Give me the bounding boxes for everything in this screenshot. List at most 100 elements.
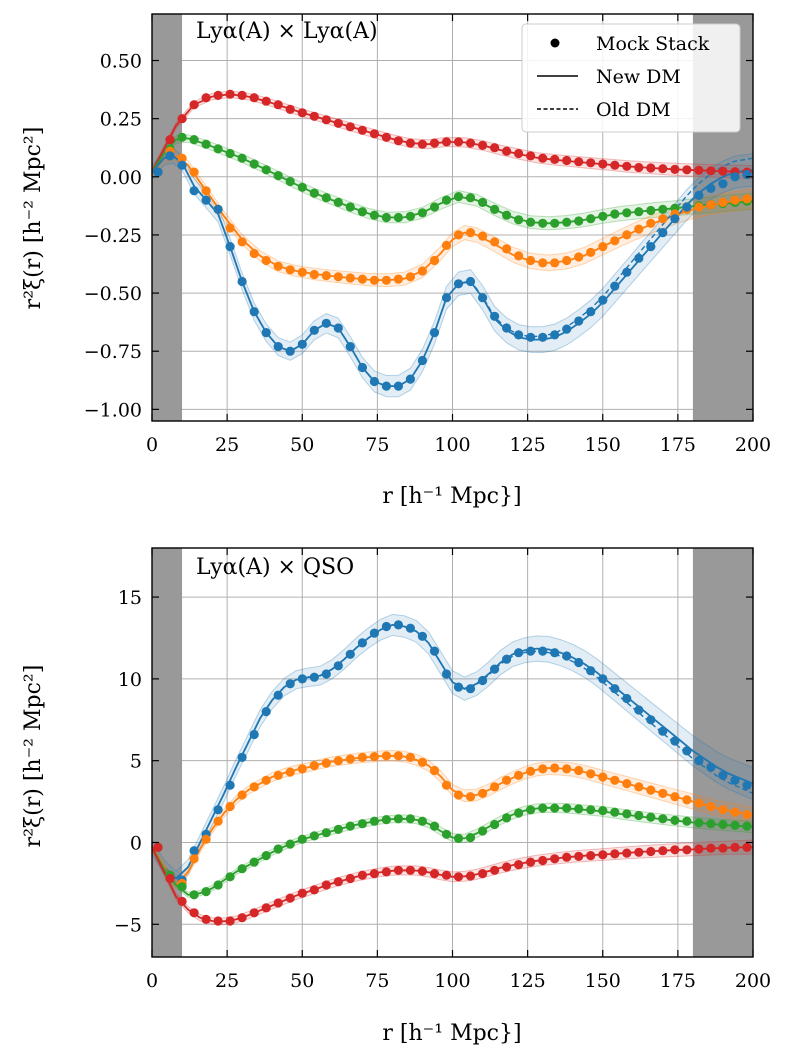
top-mock-point-blue bbox=[550, 330, 560, 340]
bottom-mock-point-blue bbox=[345, 649, 355, 659]
top-mock-point-green bbox=[273, 171, 283, 181]
top-mock-point-blue bbox=[718, 179, 728, 189]
top-mock-point-green bbox=[261, 165, 271, 175]
bottom-mock-point-red bbox=[718, 843, 728, 853]
bottom-mock-point-red bbox=[357, 870, 367, 880]
top-mock-point-green bbox=[249, 159, 259, 169]
bottom-mock-point-blue bbox=[465, 684, 476, 694]
top-mock-point-green bbox=[465, 193, 476, 203]
bottom-mock-point-green bbox=[309, 831, 319, 841]
top-mock-point-green bbox=[369, 210, 379, 220]
top-mock-point-green bbox=[634, 207, 644, 217]
bottom-mock-point-orange bbox=[297, 764, 307, 774]
bottom-mock-point-orange bbox=[514, 770, 524, 781]
top-mock-point-orange bbox=[321, 271, 331, 281]
top-mock-point-orange bbox=[261, 255, 271, 266]
bottom-mock-point-blue bbox=[321, 669, 331, 679]
bottom-mock-point-green bbox=[285, 839, 295, 849]
bottom-mock-point-red bbox=[622, 848, 632, 858]
bottom-mock-point-green bbox=[273, 844, 283, 854]
bottom-mock-point-blue bbox=[574, 657, 584, 668]
bottom-mock-point-orange bbox=[381, 751, 391, 761]
bottom-mock-point-blue bbox=[297, 674, 307, 684]
bottom-mock-point-orange bbox=[610, 775, 620, 785]
top-mock-point-orange bbox=[225, 223, 235, 233]
bottom-mock-point-red bbox=[478, 869, 488, 879]
top-mock-point-green bbox=[357, 207, 367, 217]
top-y-tick-label: −0.50 bbox=[84, 283, 142, 305]
top-mock-point-red bbox=[598, 159, 608, 169]
bottom-mock-point-orange bbox=[502, 775, 512, 785]
bottom-mock-point-orange bbox=[321, 758, 331, 768]
bottom-mock-point-orange bbox=[586, 769, 596, 779]
top-new-dm-line-green bbox=[151, 137, 754, 225]
top-mock-point-red bbox=[369, 129, 379, 139]
top-mock-point-blue bbox=[417, 355, 427, 366]
top-x-tick-label: 125 bbox=[509, 434, 545, 456]
top-mock-point-green bbox=[646, 205, 656, 216]
top-mock-point-green bbox=[297, 182, 307, 192]
top-x-tick-label: 175 bbox=[660, 434, 696, 456]
top-mock-point-green bbox=[478, 197, 488, 207]
top-mock-point-blue bbox=[610, 281, 620, 291]
top-mock-point-green bbox=[598, 211, 608, 221]
top-mock-point-blue bbox=[694, 190, 704, 200]
top-mock-point-blue bbox=[742, 169, 752, 180]
top-x-tick-label: 100 bbox=[434, 434, 470, 456]
top-mock-point-blue bbox=[465, 276, 476, 287]
top-mock-point-red bbox=[213, 90, 223, 100]
bottom-mock-point-green bbox=[177, 882, 187, 892]
top-y-tick-label: −0.25 bbox=[84, 225, 142, 247]
bottom-mock-point-green bbox=[201, 887, 211, 897]
bottom-mock-point-orange bbox=[526, 766, 536, 776]
top-mock-point-red bbox=[658, 164, 668, 174]
bottom-shaded-region-1 bbox=[692, 548, 753, 957]
legend-label-mock-stack: Mock Stack bbox=[596, 33, 710, 55]
top-mock-point-orange bbox=[393, 274, 403, 284]
top-mock-point-green bbox=[393, 212, 403, 223]
top-mock-point-orange bbox=[405, 272, 415, 282]
top-mock-point-blue bbox=[333, 323, 343, 333]
top-x-tick-label: 0 bbox=[146, 434, 158, 456]
top-mock-point-green bbox=[538, 218, 548, 228]
legend: Mock Stack New DM Old DM bbox=[521, 23, 741, 133]
top-mock-point-red bbox=[309, 111, 319, 121]
top-x-tick-label: 150 bbox=[585, 434, 621, 456]
top-mock-point-orange bbox=[201, 186, 211, 196]
bottom-mock-point-orange bbox=[574, 765, 584, 776]
top-mock-point-blue bbox=[634, 253, 644, 263]
bottom-mock-point-green bbox=[249, 857, 259, 867]
top-mock-point-blue bbox=[213, 204, 223, 214]
top-mock-point-green bbox=[213, 144, 223, 154]
bottom-mock-point-orange bbox=[453, 790, 464, 800]
bottom-mock-point-red bbox=[249, 908, 259, 918]
bottom-mock-point-orange bbox=[345, 754, 355, 764]
top-mock-point-blue bbox=[598, 295, 608, 305]
bottom-mock-point-red bbox=[538, 855, 548, 866]
top-mock-point-red bbox=[550, 154, 560, 164]
bottom-y-tick-label: 0 bbox=[130, 832, 142, 854]
top-mock-point-red bbox=[465, 138, 476, 148]
top-mock-point-green bbox=[309, 188, 319, 198]
bottom-mock-point-orange bbox=[261, 775, 271, 785]
bottom-mock-point-red bbox=[273, 898, 283, 908]
bottom-mock-point-red bbox=[429, 869, 440, 879]
top-mock-point-blue bbox=[273, 342, 283, 352]
bottom-mock-point-blue bbox=[333, 661, 343, 671]
top-mock-point-orange bbox=[369, 275, 379, 285]
top-y-tick-label: 0.50 bbox=[100, 51, 142, 73]
top-mock-point-blue bbox=[622, 267, 632, 277]
bottom-mock-point-red bbox=[694, 844, 704, 854]
top-mock-point-orange bbox=[694, 202, 704, 212]
top-mock-point-green bbox=[321, 193, 331, 203]
bottom-mock-point-green bbox=[526, 805, 536, 815]
bottom-mock-point-green bbox=[393, 814, 403, 824]
bottom-mock-point-orange bbox=[478, 788, 488, 799]
bottom-mock-point-orange bbox=[670, 792, 680, 802]
bottom-mock-point-green bbox=[538, 803, 548, 813]
top-mock-point-green bbox=[189, 135, 199, 145]
bottom-y-tick-label: 15 bbox=[118, 587, 142, 609]
top-mock-point-blue bbox=[153, 167, 163, 177]
top-mock-point-orange bbox=[658, 214, 668, 224]
top-mock-point-red bbox=[622, 161, 632, 171]
